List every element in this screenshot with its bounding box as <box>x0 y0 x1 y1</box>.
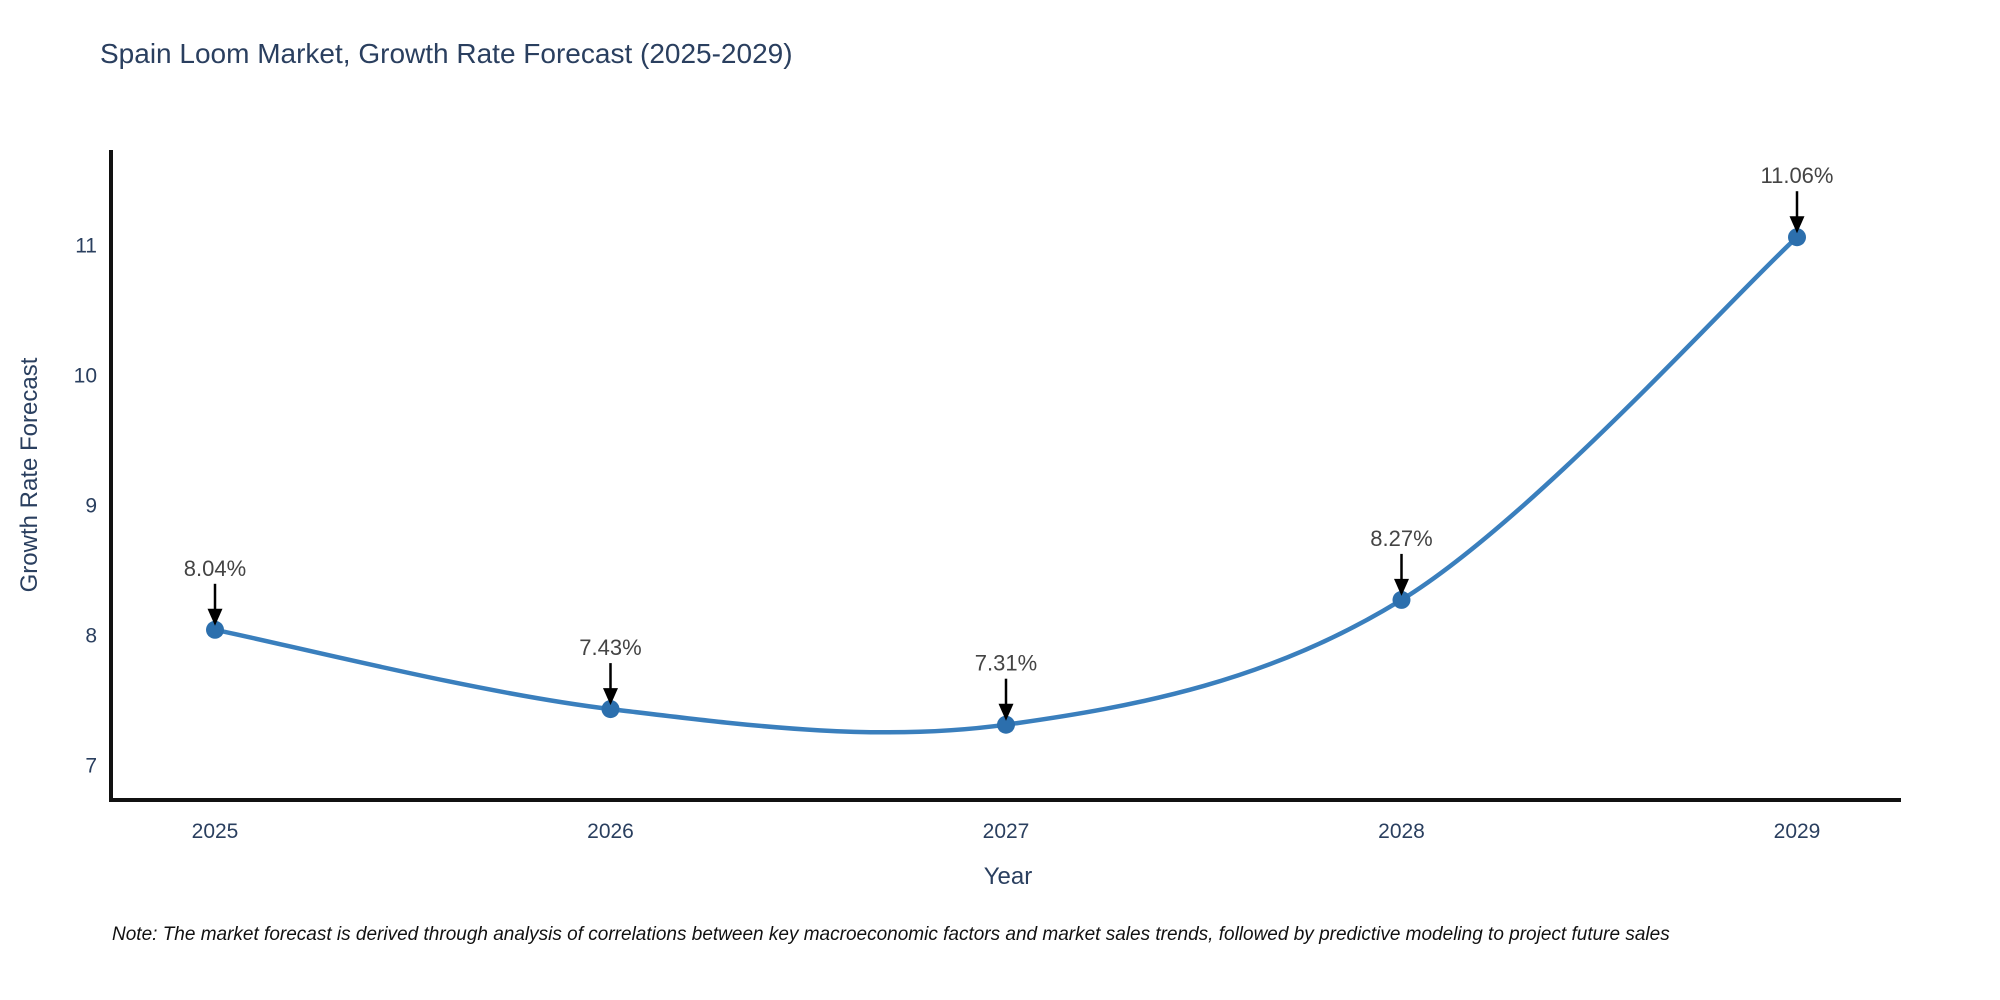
data-point-2026[interactable] <box>601 700 620 719</box>
point-value-label: 8.04% <box>184 556 246 581</box>
annotation-arrow-head <box>603 688 618 706</box>
data-point-2025[interactable] <box>206 620 224 639</box>
footnote: Note: The market forecast is derived thr… <box>112 924 1670 945</box>
x-tick-label: 2029 <box>1774 820 1821 843</box>
annotation-arrow-head <box>207 608 223 626</box>
point-value-label: 8.27% <box>1370 526 1432 551</box>
point-value-label: 7.43% <box>579 635 641 660</box>
point-value-label: 7.31% <box>975 651 1037 676</box>
data-point-2028[interactable] <box>1392 590 1411 609</box>
annotation-arrow-head <box>1789 216 1805 234</box>
y-tick-label: 10 <box>74 365 97 388</box>
annotation-arrow-head <box>998 703 1014 721</box>
annotation-arrow-head <box>1394 578 1409 596</box>
x-tick-label: 2027 <box>983 820 1030 843</box>
axis-lines <box>109 150 1901 802</box>
x-tick-label: 2025 <box>192 820 239 843</box>
forecast-line <box>212 234 1800 735</box>
x-tick-label: 2026 <box>587 820 634 843</box>
y-tick-label: 7 <box>85 755 97 778</box>
data-point-2027[interactable] <box>997 715 1015 734</box>
y-tick-label: 8 <box>85 625 97 648</box>
y-tick-label: 11 <box>75 235 97 258</box>
y-axis-title: Growth Rate Forecast <box>16 357 43 593</box>
x-axis-title: Year <box>983 863 1033 890</box>
point-value-label: 11.06% <box>1761 163 1834 188</box>
chart-title: Spain Loom Market, Growth Rate Forecast … <box>100 38 793 69</box>
y-tick-label: 9 <box>85 495 97 518</box>
x-tick-label: 2028 <box>1378 820 1425 843</box>
data-point-2029[interactable] <box>1788 228 1806 247</box>
